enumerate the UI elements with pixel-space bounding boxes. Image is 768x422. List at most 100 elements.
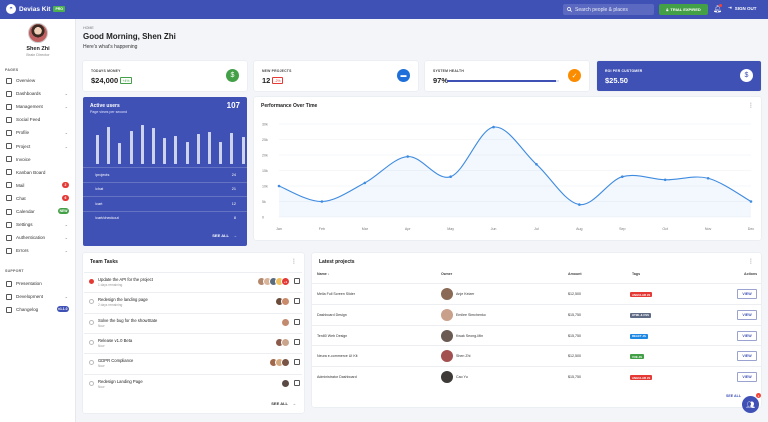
folder-icon: ▬ xyxy=(397,69,410,82)
view-button[interactable]: VIEW xyxy=(737,289,757,299)
task-status-icon[interactable] xyxy=(89,299,94,305)
view-button[interactable]: VIEW xyxy=(737,309,757,320)
project-amount: $15,750 xyxy=(568,333,581,338)
project-owner: Shen Zhi xyxy=(456,354,471,359)
breadcrumb[interactable]: HOME xyxy=(83,26,94,30)
project-amount: $15,750 xyxy=(568,312,581,317)
task-status-icon[interactable] xyxy=(89,360,94,366)
edit-icon[interactable] xyxy=(294,379,300,386)
sidebar-item-mail[interactable]: Mail 2 xyxy=(0,179,75,192)
task-name: Update the API for the project xyxy=(98,277,153,282)
col-header-name[interactable]: Name ↓ xyxy=(317,272,330,276)
sidebar-item-calendar[interactable]: Calendar NEW xyxy=(0,205,75,218)
project-tag: ANGULAR JS xyxy=(630,375,653,381)
view-button[interactable]: VIEW xyxy=(737,351,757,362)
active-users-subtitle: Page views per second xyxy=(90,110,128,114)
table-row: Administrator Dashboard Cao Yu $15,750 ANGU… xyxy=(312,366,761,387)
people-icon[interactable]: 👥︎ xyxy=(742,396,759,413)
sidebar-item-presentation[interactable]: Presentation xyxy=(0,277,75,290)
col-name-label: Name xyxy=(317,272,327,276)
task-assignees xyxy=(281,317,290,327)
col-header-owner: Owner xyxy=(441,272,453,276)
bell-icon[interactable]: 🔔︎ xyxy=(713,6,722,13)
task-status-icon[interactable] xyxy=(89,380,94,386)
more-options-icon[interactable]: ⋮ xyxy=(291,259,297,265)
team-tasks-see-all[interactable]: SEE ALL → xyxy=(271,401,296,406)
avatar xyxy=(441,329,453,342)
task-status-icon[interactable] xyxy=(89,339,94,345)
latest-projects-see-all[interactable]: SEE ALL xyxy=(726,394,742,398)
page-views: 21 xyxy=(231,187,236,191)
sidebar-item-development[interactable]: Development ⌄ xyxy=(0,290,75,303)
gear-icon xyxy=(6,221,12,228)
trial-expired-button[interactable]: 🔒︎ TRIAL EXPIRED xyxy=(659,4,708,15)
sidebar-item-authentication[interactable]: Authentication ⌄ xyxy=(0,231,75,244)
sidebar-item-errors[interactable]: Errors ⌄ xyxy=(0,244,75,257)
task-row[interactable]: Update the API for the project 1 days rem… xyxy=(84,272,302,292)
active-users-bar xyxy=(118,143,122,164)
sidebar-item-social-feed[interactable]: Social Feed xyxy=(0,113,75,126)
view-button[interactable]: VIEW xyxy=(737,372,757,383)
task-row[interactable]: Release v1.0 Beta Now xyxy=(84,332,302,353)
task-row[interactable]: Solve the bug for the showState Now xyxy=(84,312,302,333)
view-button[interactable]: VIEW xyxy=(737,330,757,341)
search-box[interactable] xyxy=(563,4,654,15)
brand[interactable]: ◓ Devias Kit PRO xyxy=(6,4,66,14)
sidebar-item-dashboards[interactable]: Dashboards ⌄ xyxy=(0,87,75,100)
sidebar-item-overview[interactable]: Overview xyxy=(0,74,75,87)
project-owner: Cao Yu xyxy=(456,375,468,380)
edit-icon[interactable] xyxy=(294,278,300,284)
sidebar-item-label: Development xyxy=(16,294,44,300)
sidebar-item-invoice[interactable]: Invoice xyxy=(0,153,75,166)
stat-card-health: SYSTEM HEALTH 97% ✓ xyxy=(425,61,589,91)
sidebar-item-kanban-board[interactable]: Kanban Board xyxy=(0,166,75,179)
sidebar-item-profile[interactable]: Profile ⌄ xyxy=(0,126,75,139)
sidebar-item-changelog[interactable]: Changelog v1.1.0 xyxy=(0,303,75,316)
chevron-down-icon: ⌄ xyxy=(64,104,68,110)
exit-icon: ⇥ xyxy=(728,5,732,10)
more-options-icon[interactable]: ⋮ xyxy=(748,259,754,265)
project-owner: Anje Keizer xyxy=(456,292,475,296)
active-users-bar xyxy=(241,136,245,164)
active-users-see-all[interactable]: SEE ALL → xyxy=(212,233,237,238)
sidebar-item-label: Profile xyxy=(16,130,30,136)
edit-icon[interactable] xyxy=(294,318,300,325)
data-point xyxy=(406,155,410,158)
sidebar-item-project[interactable]: Project ⌄ xyxy=(0,140,75,153)
project-tag: HTML & CSS xyxy=(630,312,652,318)
edit-icon[interactable] xyxy=(294,298,300,305)
stat-value: 12 xyxy=(262,76,271,85)
x-tick-label: Oct xyxy=(662,227,668,231)
search-input[interactable] xyxy=(575,6,645,13)
series-line xyxy=(278,126,752,206)
project-name: Dashboard Design xyxy=(317,312,347,317)
sidebar-item-settings[interactable]: Settings ⌄ xyxy=(0,218,75,231)
sign-out-button[interactable]: ⇥ SIGN OUT xyxy=(728,5,757,11)
task-assignees xyxy=(275,337,290,347)
x-tick-label: Aug xyxy=(576,227,582,231)
profile-name: Shen Zhi xyxy=(26,46,50,52)
y-tick-label: 25k xyxy=(262,138,268,142)
task-assignees: +3 xyxy=(257,277,290,286)
sidebar-item-management[interactable]: Management ⌄ xyxy=(0,100,75,113)
edit-icon[interactable] xyxy=(294,359,300,366)
sidebar-item-label: Settings xyxy=(16,222,33,228)
more-options-icon[interactable]: ⋮ xyxy=(748,103,754,109)
edit-icon[interactable] xyxy=(294,338,300,345)
task-status-icon[interactable] xyxy=(89,279,94,284)
sidebar-item-label: Overview xyxy=(16,78,36,83)
project-name: Mella Full Screen Slider xyxy=(317,292,355,296)
task-row[interactable]: GDPR Compliance Now xyxy=(84,353,302,373)
sidebar-item-label: Invoice xyxy=(16,156,31,162)
sidebar-item-chat[interactable]: Chat 6 xyxy=(0,192,75,205)
sidebar-badge: 2 xyxy=(62,181,69,188)
x-tick-label: Dec xyxy=(748,227,755,231)
stat-card-money: TODAYS MONEY $24,000 +4% $ xyxy=(83,61,247,91)
y-tick-label: 30k xyxy=(262,122,268,126)
task-status-icon[interactable] xyxy=(89,319,94,325)
sidebar-item-label: Changelog xyxy=(16,307,39,313)
task-row[interactable]: Redesign Landing Page Now xyxy=(84,373,302,394)
col-header-actions: Actions xyxy=(744,272,758,276)
profile-block[interactable]: Shen Zhi Brain Director xyxy=(0,23,76,57)
task-row[interactable]: Redesign the landing page 2 days remainin… xyxy=(84,292,302,312)
